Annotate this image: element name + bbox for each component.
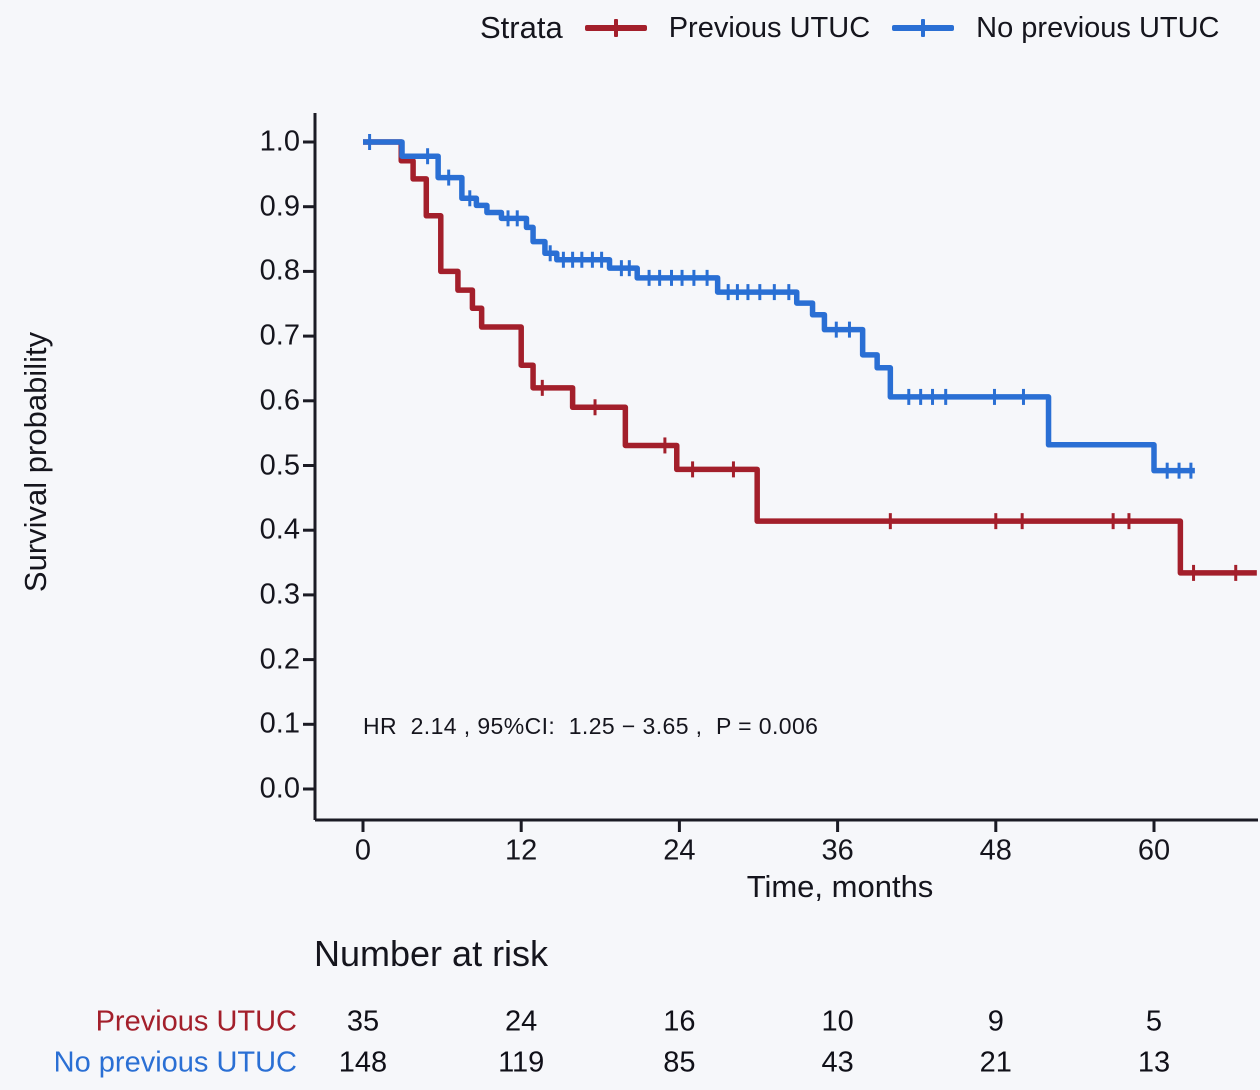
risk-value: 35 xyxy=(346,1005,380,1038)
risk-value: 13 xyxy=(1137,1046,1171,1079)
x-tick-label: 48 xyxy=(979,834,1012,867)
y-tick-label: 0.7 xyxy=(259,319,300,352)
x-tick-label: 24 xyxy=(663,834,696,867)
y-tick-label: 0.6 xyxy=(259,384,300,417)
x-tick-label: 0 xyxy=(354,834,372,867)
risk-value: 148 xyxy=(338,1046,388,1079)
y-tick-label: 1.0 xyxy=(259,125,300,158)
risk-value: 21 xyxy=(979,1046,1012,1079)
risk-value: 10 xyxy=(821,1005,854,1038)
y-tick-label: 0.9 xyxy=(259,190,300,223)
risk-row-label-no-previous-utuc: No previous UTUC xyxy=(53,1046,297,1079)
risk-value: 16 xyxy=(663,1005,696,1038)
legend-label-previous-utuc: Previous UTUC xyxy=(668,11,871,44)
y-tick-label: 0.8 xyxy=(259,254,300,287)
legend-title: Strata xyxy=(480,10,563,45)
y-tick-label: 0.1 xyxy=(259,707,300,740)
y-tick-label: 0.0 xyxy=(259,772,300,805)
y-tick-label: 0.5 xyxy=(259,449,300,481)
x-tick-label: 36 xyxy=(821,834,854,867)
y-tick-label: 0.2 xyxy=(259,643,300,676)
survival-curve-no-previous-utuc xyxy=(363,139,1195,474)
y-axis-title: Survival probability xyxy=(18,331,53,593)
risk-value: 24 xyxy=(505,1005,538,1038)
legend-key-previous-utuc-icon xyxy=(584,25,647,31)
hazard-ratio-annotation: HR 2.14 , 95%CI: 1.25 − 3.65 , P = 0.006 xyxy=(363,713,819,739)
legend: Strata Previous UTUC No previous UTUC xyxy=(480,10,1220,46)
risk-value: 85 xyxy=(663,1046,696,1079)
legend-key-no-previous-utuc-icon xyxy=(892,25,955,31)
legend-label-no-previous-utuc: No previous UTUC xyxy=(976,11,1220,44)
risk-row-label-previous-utuc: Previous UTUC xyxy=(95,1005,297,1038)
y-tick-label: 0.3 xyxy=(259,578,300,611)
survival-curve-previous-utuc xyxy=(363,139,1257,576)
x-tick-label: 60 xyxy=(1137,834,1171,867)
risk-value: 119 xyxy=(498,1046,545,1079)
y-tick-label: 0.4 xyxy=(259,513,300,546)
x-axis-title: Time, months xyxy=(746,869,934,904)
x-tick-label: 12 xyxy=(505,834,538,867)
risk-value: 9 xyxy=(987,1005,1004,1038)
risk-value: 5 xyxy=(1145,1005,1163,1038)
risk-value: 43 xyxy=(821,1046,854,1079)
risk-table-title: Number at risk xyxy=(314,933,549,974)
